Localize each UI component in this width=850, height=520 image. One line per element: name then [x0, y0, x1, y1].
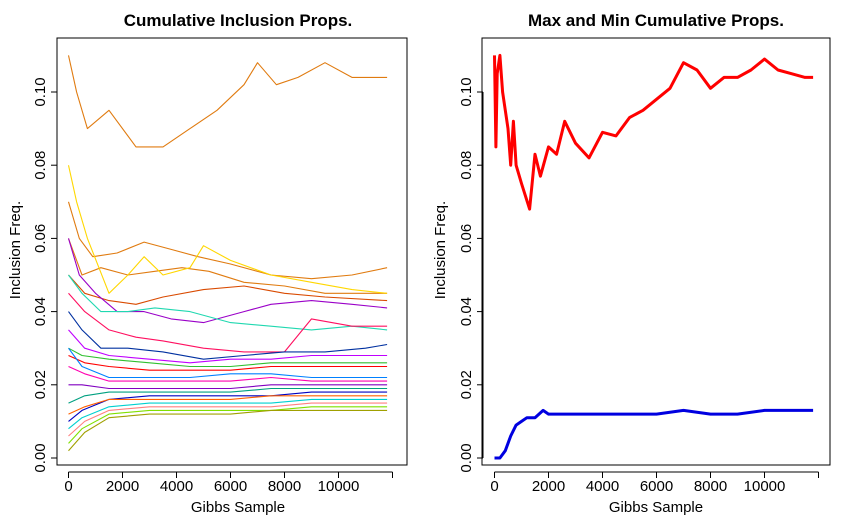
left-series-line-1	[67, 201, 388, 280]
right-x-axis-label: Gibbs Sample	[609, 499, 703, 516]
right-y-tick-label: 0.02	[458, 370, 475, 399]
left-x-tick-label: 4000	[160, 478, 193, 495]
left-chart-title: Cumulative Inclusion Props.	[124, 11, 353, 30]
left-y-tick-label: 0.08	[32, 151, 49, 180]
right-x-tick-label: 2000	[532, 478, 565, 495]
right-panel: Max and Min Cumulative Props. Gibbs Samp…	[432, 11, 831, 516]
left-series-line-18	[68, 398, 388, 430]
right-chart-title: Max and Min Cumulative Props.	[528, 11, 784, 30]
left-series-line-0	[67, 55, 388, 148]
right-y-tick-label: 0.08	[458, 151, 475, 180]
left-panel: Cumulative Inclusion Props. Gibbs Sample…	[7, 11, 408, 516]
left-series-layer	[67, 55, 388, 452]
left-series-line-2	[67, 238, 388, 294]
left-series-line-19	[68, 402, 388, 437]
left-x-axis-label: Gibbs Sample	[191, 499, 285, 516]
left-series-line-10	[68, 347, 388, 368]
left-series-line-11	[68, 354, 388, 371]
right-series-line-0	[493, 53, 814, 211]
left-x-tick-label: 6000	[214, 478, 247, 495]
left-series-line-12	[68, 347, 388, 379]
left-x-tick-label: 10000	[318, 478, 360, 495]
right-plot-frame	[481, 37, 831, 466]
left-series-line-20	[68, 406, 388, 444]
left-y-tick-label: 0.02	[32, 370, 49, 399]
left-series-line-14	[68, 384, 388, 390]
left-series-line-16	[68, 391, 388, 422]
left-series-line-7	[68, 292, 388, 353]
right-x-tick-label: 6000	[640, 478, 673, 495]
left-series-line-8	[68, 311, 388, 360]
left-series-line-13	[68, 365, 388, 382]
left-series-line-15	[68, 387, 388, 404]
right-x-tick-label: 10000	[744, 478, 786, 495]
left-series-line-3	[67, 165, 388, 294]
right-y-tick-label: 0.10	[458, 77, 475, 106]
left-series-line-21	[68, 409, 388, 452]
left-x-tick-label: 0	[64, 478, 72, 495]
right-series-line-1	[494, 408, 814, 460]
left-plot-frame	[56, 37, 408, 466]
right-x-tick-label: 8000	[694, 478, 727, 495]
left-series-line-6	[68, 274, 388, 331]
right-axis-layer: 0 2000 4000 6000 8000 10000 0.00 0.02 0.04 0.06 0.…	[458, 77, 819, 495]
left-y-tick-label: 0.04	[32, 297, 49, 326]
right-series-layer	[493, 53, 814, 460]
right-x-tick-label: 4000	[586, 478, 619, 495]
left-x-tick-label: 8000	[268, 478, 301, 495]
left-series-line-4	[68, 274, 388, 305]
left-series-line-5	[67, 238, 388, 324]
right-y-axis-label: Inclusion Freq.	[432, 201, 449, 299]
right-y-tick-label: 0.04	[458, 297, 475, 326]
right-y-tick-label: 0.06	[458, 224, 475, 253]
left-y-tick-label: 0.06	[32, 224, 49, 253]
left-series-line-17	[68, 395, 388, 415]
left-axis-layer: 0 2000 4000 6000 8000 10000 0.00 0.02 0.04 0.06 0.…	[32, 77, 393, 495]
right-y-tick-label: 0.00	[458, 443, 475, 472]
left-y-tick-label: 0.10	[32, 77, 49, 106]
left-x-tick-label: 2000	[106, 478, 139, 495]
right-x-tick-label: 0	[490, 478, 498, 495]
left-series-line-9	[68, 329, 388, 364]
left-y-axis-label: Inclusion Freq.	[7, 201, 24, 299]
left-y-tick-label: 0.00	[32, 443, 49, 472]
